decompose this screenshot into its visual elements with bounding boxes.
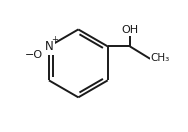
Text: OH: OH (121, 25, 139, 35)
Text: −O: −O (25, 50, 43, 60)
Text: +: + (51, 35, 58, 44)
Text: CH₃: CH₃ (151, 53, 170, 63)
Text: N: N (45, 40, 53, 53)
